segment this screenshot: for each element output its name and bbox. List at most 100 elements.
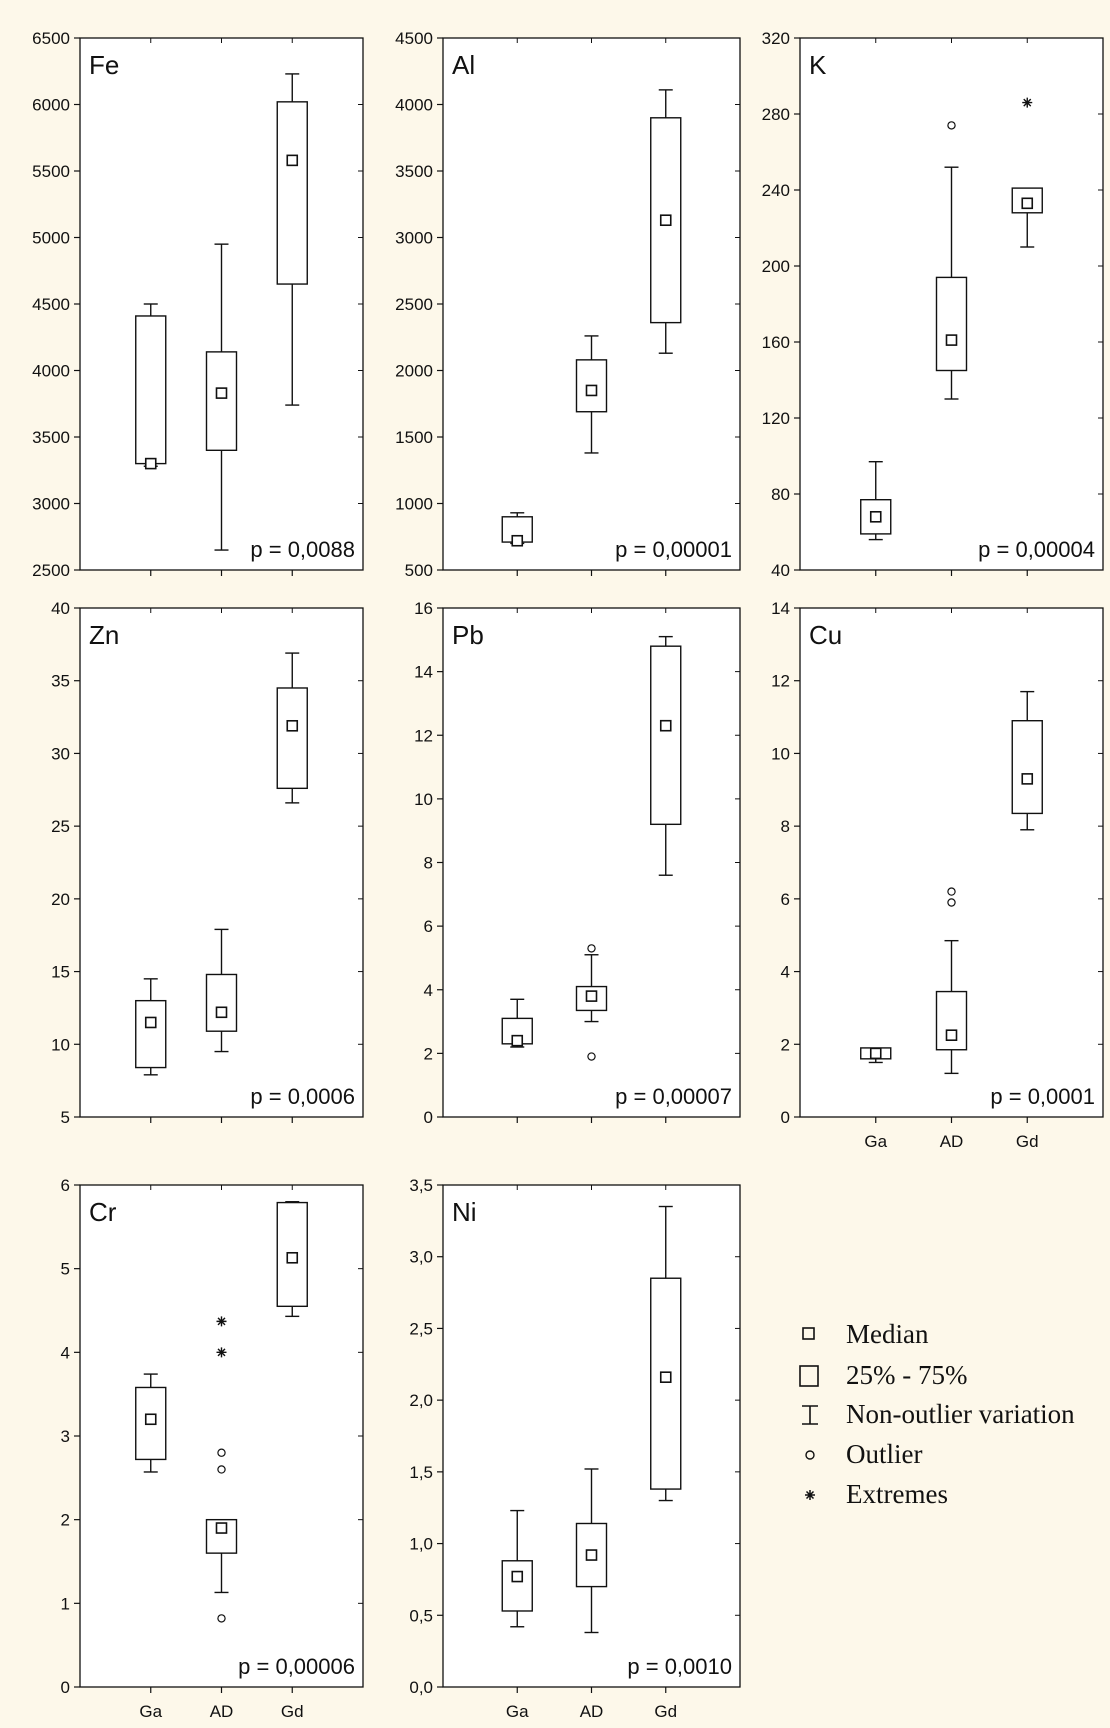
legend-label-extreme: Extremes xyxy=(846,1479,948,1509)
y-tick-label: 0,0 xyxy=(409,1678,433,1697)
x-tick-label: Ga xyxy=(139,1702,162,1721)
y-tick-label: 3000 xyxy=(32,495,70,514)
panel-title: Cr xyxy=(89,1197,117,1227)
panel-title: Zn xyxy=(89,620,119,650)
y-tick-label: 3500 xyxy=(395,162,433,181)
median-marker xyxy=(511,1570,524,1583)
x-tick-label: Gd xyxy=(281,1702,304,1721)
y-tick-label: 160 xyxy=(762,333,790,352)
outlier-marker xyxy=(947,898,956,907)
box-ga xyxy=(135,1373,167,1473)
iqr-box xyxy=(575,1522,608,1588)
y-tick-label: 2 xyxy=(424,1044,433,1063)
box-ga xyxy=(501,998,533,1048)
x-tick-label: AD xyxy=(940,1132,964,1151)
median-marker xyxy=(945,334,958,346)
y-tick-label: 6500 xyxy=(32,29,70,48)
box-ga xyxy=(135,303,167,470)
legend-label-whisker: Non-outlier variation xyxy=(846,1399,1075,1429)
panel-zn: 5 10 15 20 25 30 35 40 Zn p = 0,0006 xyxy=(51,599,364,1127)
y-tick-label: 3,0 xyxy=(409,1248,433,1267)
y-tick-label: 15 xyxy=(51,963,70,982)
y-tick-label: 6 xyxy=(781,890,790,909)
median-marker xyxy=(144,457,157,470)
median-marker xyxy=(869,510,882,523)
box-gd xyxy=(1011,97,1043,248)
legend-item-whisker: Non-outlier variation xyxy=(802,1399,1075,1429)
median-marker xyxy=(144,1413,157,1426)
plot-frame xyxy=(442,607,741,1118)
panel-title: Fe xyxy=(89,50,119,80)
y-tick-label: 1,5 xyxy=(409,1463,433,1482)
iqr-box xyxy=(650,645,682,826)
y-tick-label: 1000 xyxy=(395,495,433,514)
x-tick-label: Ga xyxy=(506,1702,529,1721)
panel-k: 40 80 120 160 200 240 280 320 Kp = 0,00004 xyxy=(762,29,1104,580)
legend-item-outlier: Outlier xyxy=(805,1439,922,1469)
median-marker xyxy=(215,387,228,399)
plot-frame xyxy=(442,37,741,571)
y-tick-label: 2500 xyxy=(32,561,70,580)
y-tick-label: 4000 xyxy=(32,362,70,381)
y-tick-label: 1,0 xyxy=(409,1535,433,1554)
outlier-marker xyxy=(217,1465,226,1474)
y-tick-label: 8 xyxy=(781,817,790,836)
median-marker xyxy=(286,1251,299,1264)
box-gd xyxy=(650,1205,682,1502)
median-marker-icon xyxy=(802,1327,815,1340)
p-value-label: p = 0,0006 xyxy=(250,1084,355,1109)
y-tick-label: 3000 xyxy=(395,229,433,248)
median-marker xyxy=(869,1047,882,1060)
y-tick-label: 20 xyxy=(51,890,70,909)
y-tick-label: 5000 xyxy=(32,229,70,248)
box-ad xyxy=(575,335,608,454)
p-value-label: p = 0,0088 xyxy=(250,537,355,562)
median-marker xyxy=(585,1549,598,1561)
y-tick-label: 3,5 xyxy=(409,1176,433,1195)
whisker-icon xyxy=(802,1405,818,1425)
y-tick-label: 30 xyxy=(51,744,70,763)
box-ad xyxy=(575,1468,608,1634)
median-marker xyxy=(144,1016,157,1029)
box-gd xyxy=(1011,690,1043,831)
y-tick-label: 6 xyxy=(61,1176,70,1195)
y-tick-label: 6 xyxy=(424,917,433,936)
extreme-marker xyxy=(1022,97,1033,108)
panel-title: Cu xyxy=(809,620,842,650)
box-ga xyxy=(860,461,892,541)
iqr-box xyxy=(860,499,892,535)
median-marker xyxy=(215,1006,228,1019)
box-ad xyxy=(205,243,238,551)
y-tick-label: 8 xyxy=(424,854,433,873)
y-tick-label: 80 xyxy=(771,485,790,504)
y-tick-label: 500 xyxy=(405,561,433,580)
y-tick-label: 35 xyxy=(51,672,70,691)
legend-item-extreme: Extremes xyxy=(805,1479,948,1509)
y-tick-label: 2000 xyxy=(395,362,433,381)
iqr-box xyxy=(135,999,167,1069)
box-gd xyxy=(276,1201,308,1318)
iqr-box xyxy=(205,973,238,1032)
x-tick-label: Ga xyxy=(864,1132,887,1151)
panel-al: 500 1000 1500 2000 2500 3000 3500 4000 4500 Al p =… xyxy=(395,29,741,580)
y-tick-label: 5 xyxy=(61,1260,70,1279)
y-tick-label: 2,5 xyxy=(409,1319,433,1338)
chart-panels: 250030003500400045005000550060006500Fep … xyxy=(32,29,1104,1721)
y-tick-label: 320 xyxy=(762,29,790,48)
outlier-marker xyxy=(587,1052,596,1061)
y-tick-label: 0 xyxy=(424,1108,433,1127)
iqr-box xyxy=(1011,720,1043,815)
median-marker xyxy=(286,719,299,732)
box-gd xyxy=(650,89,682,354)
outlier-marker-icon xyxy=(805,1450,815,1460)
median-marker xyxy=(945,1029,958,1041)
iqr-box xyxy=(135,315,167,465)
iqr-box xyxy=(935,276,968,372)
p-value-label: p = 0,0001 xyxy=(990,1084,1095,1109)
median-marker xyxy=(286,154,299,167)
y-tick-label: 2 xyxy=(781,1035,790,1054)
iqr-box xyxy=(935,990,968,1051)
p-value-label: p = 0,00006 xyxy=(238,1654,355,1679)
p-value-label: p = 0,00001 xyxy=(615,537,732,562)
y-tick-label: 4 xyxy=(424,981,433,1000)
